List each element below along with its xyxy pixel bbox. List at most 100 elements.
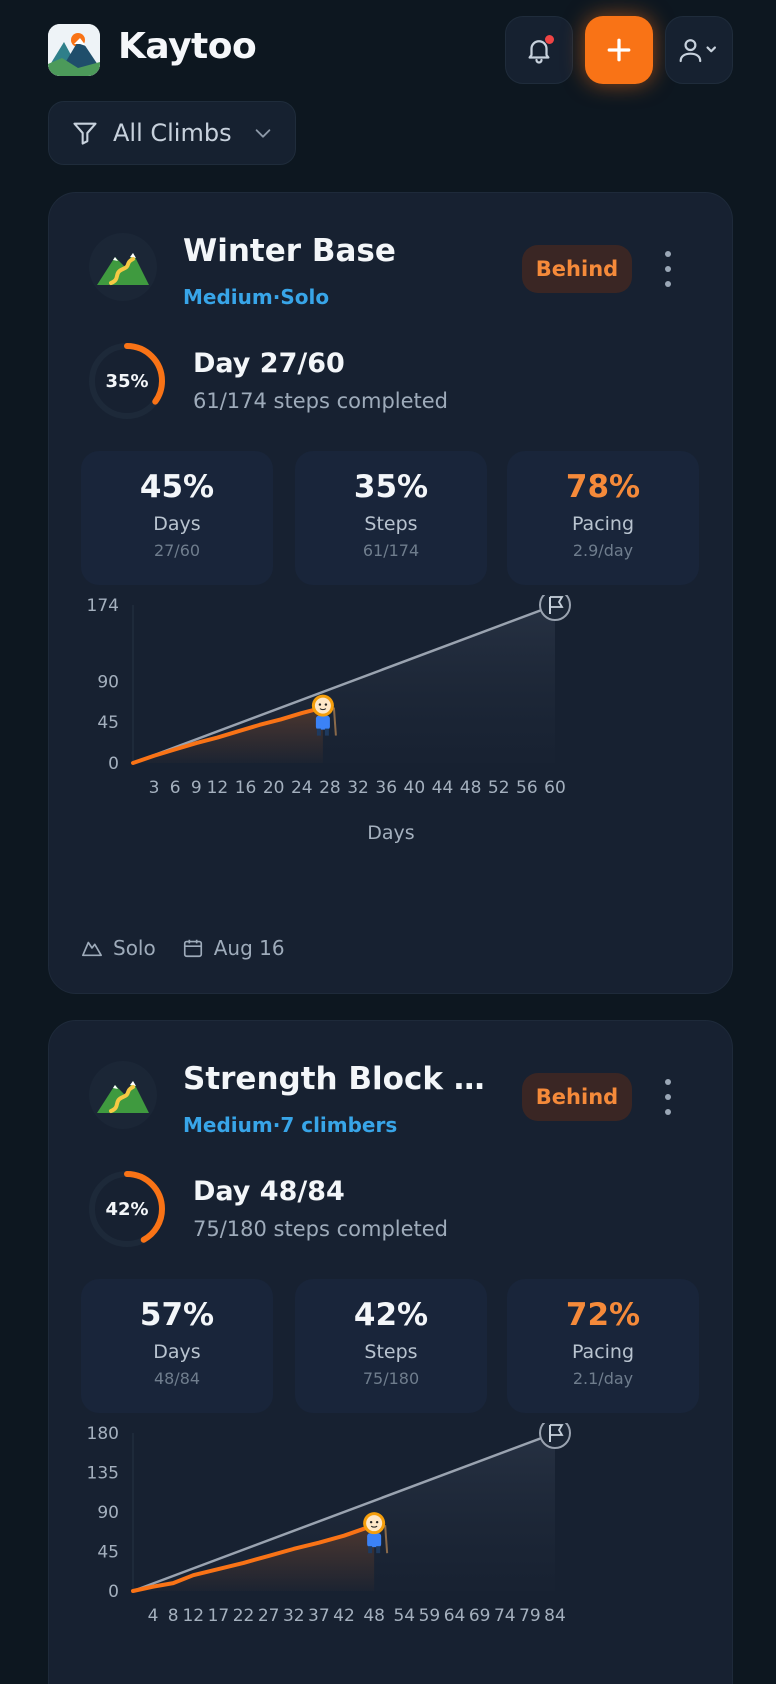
stat-detail: 75/180 [362, 1369, 420, 1388]
x-tick-label: 3 [149, 778, 160, 798]
stat-value: 42% [353, 1297, 429, 1333]
climb-group: 7 climbers [280, 1113, 398, 1137]
notification-dot [545, 35, 554, 44]
goal-line [132, 603, 556, 765]
progress-ring [89, 1171, 165, 1247]
x-tick-label: 56 [516, 778, 538, 798]
x-tick-label: 6 [170, 778, 181, 798]
goal-line [132, 1431, 556, 1593]
x-tick-label: 9 [191, 778, 202, 798]
x-tick-label: 27 [258, 1606, 280, 1626]
day-progress: Day 48/84 [193, 1176, 345, 1207]
progress-chart: 180 135 90 45 0 4 8 12 17 22 27 32 37 42 48 54 59 64 69 74 7… [49, 1417, 732, 1684]
progress-area [133, 1525, 375, 1591]
x-tick-label: 36 [375, 778, 397, 798]
subtitle-separator: · [272, 1113, 281, 1137]
app-header: Kaytoo [0, 0, 776, 100]
climb-group: Solo [280, 285, 330, 309]
stat-label: Steps [364, 513, 418, 535]
y-tick-label: 90 [97, 672, 119, 692]
footer-date: Aug 16 [182, 936, 285, 960]
stat-detail: 2.1/day [572, 1369, 634, 1388]
subtitle-separator: · [272, 285, 281, 309]
y-tick-label: 180 [87, 1424, 119, 1444]
climb-filter-dropdown[interactable]: All Climbs [48, 101, 296, 165]
climb-difficulty: Medium [183, 1113, 273, 1137]
footer-mode: Solo [81, 936, 156, 960]
x-tick-label: 37 [308, 1606, 330, 1626]
climb-subtitle: Medium·Solo [183, 285, 329, 309]
y-tick-label: 45 [97, 713, 119, 733]
x-tick-label: 42 [333, 1606, 355, 1626]
progress-ring [89, 343, 165, 419]
y-tick-label: 174 [87, 596, 119, 616]
notifications-button[interactable] [505, 16, 573, 84]
y-tick-label: 0 [108, 754, 119, 774]
filter-label: All Climbs [113, 119, 232, 147]
x-tick-label: 60 [544, 778, 566, 798]
x-tick-label: 79 [519, 1606, 541, 1626]
climber-avatar-icon [363, 1512, 389, 1554]
status-badge: Behind [522, 1073, 632, 1121]
x-tick-label: 24 [291, 778, 313, 798]
stat-detail: 61/174 [362, 541, 420, 560]
stat-steps: 35% Steps 61/174 [295, 451, 487, 585]
y-tick-label: 90 [97, 1503, 119, 1523]
stat-steps: 42% Steps 75/180 [295, 1279, 487, 1413]
progress-line [131, 705, 325, 765]
goal-flag-icon [539, 589, 571, 621]
stat-detail: 27/60 [153, 541, 201, 560]
x-tick-label: 17 [208, 1606, 230, 1626]
x-tick-label: 32 [283, 1606, 305, 1626]
app-logo[interactable] [48, 24, 100, 76]
x-tick-label: 69 [469, 1606, 491, 1626]
stat-detail: 2.9/day [572, 541, 634, 560]
y-tick-label: 0 [108, 1582, 119, 1602]
stat-days: 45% Days 27/60 [81, 451, 273, 585]
stat-pacing: 72% Pacing 2.1/day [507, 1279, 699, 1413]
footer-date-label: Aug 16 [213, 936, 285, 960]
x-tick-label: 59 [419, 1606, 441, 1626]
x-axis-label: Days [367, 822, 414, 844]
mountain-outline-icon [82, 941, 102, 957]
stat-label: Steps [364, 1341, 418, 1363]
more-options-icon[interactable] [663, 251, 673, 287]
chevron-down-icon [255, 129, 270, 138]
y-tick-label: 45 [97, 1543, 119, 1563]
stat-value: 57% [139, 1297, 215, 1333]
climb-title: Strength Block — In… [183, 1061, 503, 1097]
stat-days: 57% Days 48/84 [81, 1279, 273, 1413]
x-tick-label: 32 [347, 778, 369, 798]
more-options-icon[interactable] [663, 1079, 673, 1115]
x-tick-label: 20 [263, 778, 285, 798]
climb-title: Winter Base [183, 233, 396, 269]
plus-icon [607, 38, 631, 62]
x-tick-label: 40 [404, 778, 426, 798]
stat-value: 78% [565, 469, 641, 505]
progress-percent: 42% [105, 1198, 149, 1220]
stat-value: 72% [565, 1297, 641, 1333]
x-tick-label: 16 [235, 778, 257, 798]
user-menu-button[interactable] [665, 16, 733, 84]
x-tick-label: 84 [544, 1606, 566, 1626]
x-tick-label: 44 [432, 778, 454, 798]
climb-card[interactable]: Strength Block — In… Medium·7 climbers B… [48, 1020, 733, 1684]
steps-completed: 61/174 steps completed [193, 389, 449, 413]
add-climb-button[interactable] [585, 16, 653, 84]
goal-flag-icon [539, 1417, 571, 1449]
stat-detail: 48/84 [153, 1369, 201, 1388]
climb-subtitle: Medium·7 climbers [183, 1113, 397, 1137]
app-name: Kaytoo [118, 26, 257, 67]
climb-card[interactable]: Winter Base Medium·Solo Behind 35% Day 2… [48, 192, 733, 994]
stat-label: Days [153, 513, 201, 535]
x-tick-label: 48 [363, 1606, 385, 1626]
x-tick-label: 64 [444, 1606, 466, 1626]
calendar-icon [183, 939, 202, 958]
stat-value: 45% [139, 469, 215, 505]
x-tick-label: 22 [233, 1606, 255, 1626]
climb-mountain-icon [89, 233, 157, 301]
x-tick-label: 8 [168, 1606, 179, 1626]
x-tick-label: 4 [148, 1606, 159, 1626]
day-progress: Day 27/60 [193, 348, 345, 379]
stat-label: Pacing [571, 513, 635, 535]
